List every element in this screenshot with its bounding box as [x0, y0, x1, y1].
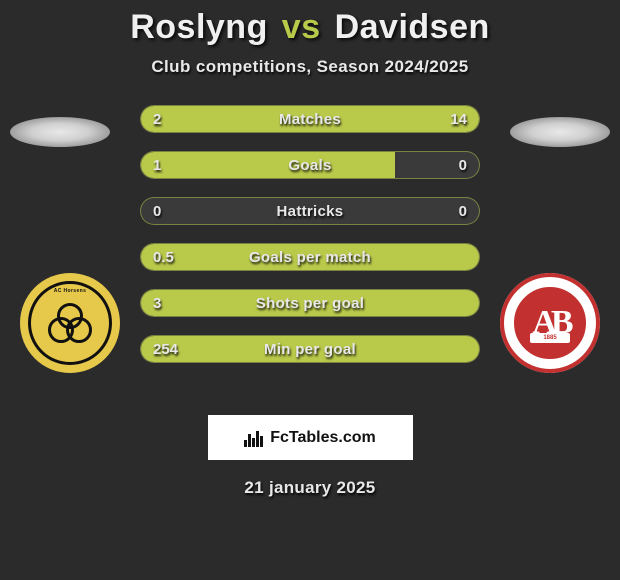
right-shadow-ellipse [510, 117, 610, 147]
stat-label: Matches [141, 106, 479, 132]
bar-chart-icon [244, 429, 264, 447]
team-badge-right-inner: AB 1885 [511, 284, 589, 362]
vs-separator: vs [282, 8, 321, 46]
main-area: AC Horsens AB 1885 214Matches 10Goals 00Ha… [0, 105, 620, 395]
page-title: Roslyng vs Davidsen [0, 8, 620, 47]
left-shadow-ellipse [10, 117, 110, 147]
stat-label: Min per goal [141, 336, 479, 362]
brand-strip: FcTables.com [208, 415, 413, 460]
team-badge-right-year: 1885 [530, 333, 570, 343]
stat-label: Goals [141, 152, 479, 178]
stat-label: Goals per match [141, 244, 479, 270]
brand-text: FcTables.com [270, 429, 376, 447]
stat-row: 3Shots per goal [140, 289, 480, 317]
stat-row: 00Hattricks [140, 197, 480, 225]
stat-label: Hattricks [141, 198, 479, 224]
stat-row: 214Matches [140, 105, 480, 133]
horsens-rings-icon [48, 303, 92, 343]
stat-label: Shots per goal [141, 290, 479, 316]
team-badge-left: AC Horsens [20, 273, 120, 373]
stat-bars: 214Matches 10Goals 00Hattricks 0.5Goals per… [140, 105, 480, 381]
player2-name: Davidsen [335, 8, 490, 46]
comparison-card: Roslyng vs Davidsen Club competitions, S… [0, 0, 620, 580]
stat-row: 0.5Goals per match [140, 243, 480, 271]
team-badge-right: AB 1885 [500, 273, 600, 373]
stat-row: 254Min per goal [140, 335, 480, 363]
date-line: 21 january 2025 [0, 478, 620, 498]
team-badge-left-inner: AC Horsens [28, 281, 112, 365]
team-badge-left-label: AC Horsens [31, 288, 109, 294]
player1-name: Roslyng [130, 8, 268, 46]
subtitle: Club competitions, Season 2024/2025 [0, 57, 620, 77]
stat-row: 10Goals [140, 151, 480, 179]
